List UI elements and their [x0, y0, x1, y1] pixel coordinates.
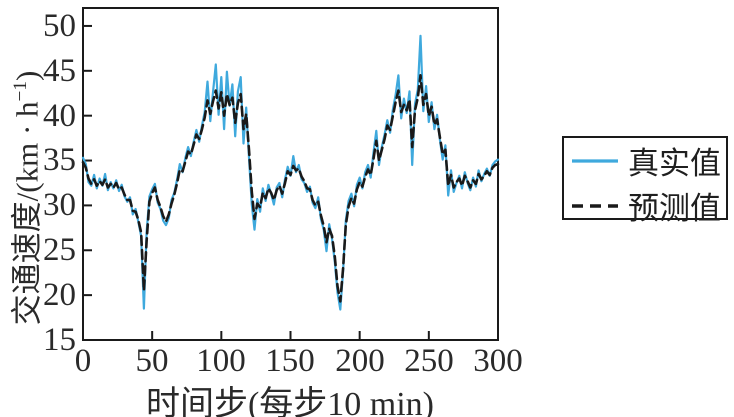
legend-label-predicted-value: 预测值: [628, 191, 721, 226]
plot-box: [82, 7, 499, 341]
y-tick-label: 20: [43, 277, 76, 313]
predicted-value-line: [81, 74, 500, 303]
y-tick-label: 45: [43, 53, 76, 89]
x-tick-label: 0: [74, 343, 92, 379]
y-tick-label: 50: [43, 8, 76, 44]
y-tick-label: 30: [43, 187, 76, 223]
y-tick-label: 35: [43, 142, 76, 178]
true-value-line-swatch: [572, 158, 618, 163]
x-tick-label: 200: [335, 343, 385, 379]
y-tick-label: 40: [43, 98, 76, 134]
legend-item-predicted-value: 预测值: [571, 183, 726, 228]
x-tick-label: 100: [196, 343, 246, 379]
y-tick-label: 25: [43, 232, 76, 268]
legend-item-true-value: 真实值: [571, 138, 726, 183]
x-tick-label: 50: [135, 343, 169, 379]
x-tick-label: 150: [265, 343, 315, 379]
x-tick-label: 300: [473, 343, 523, 379]
y-tick-label: 15: [43, 322, 76, 358]
legend: 真实值 预测值: [562, 136, 728, 226]
x-axis-label: 时间步(每步10 min): [145, 386, 435, 417]
predicted-value-line-swatch: [572, 203, 618, 208]
x-tick-label: 250: [404, 343, 454, 379]
legend-label-true-value: 真实值: [628, 146, 721, 181]
